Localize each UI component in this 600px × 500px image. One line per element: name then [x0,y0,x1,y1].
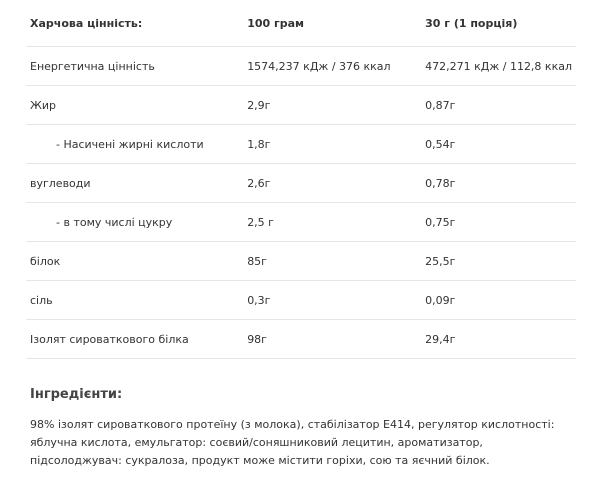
header-row: Харчова цінність: 100 грам 30 г (1 порція) [26,0,576,47]
table-row: Ізолят сироваткового білка 98г 29,4г [26,319,576,359]
ingredients-title: Інгредієнти: [30,387,123,402]
table-row: сіль 0,3г 0,09г [26,280,576,320]
table-cell: 2,5 г [243,202,422,242]
table-row: - Насичені жирні кислоти 1,8г 0,54г [26,124,576,164]
table-cell: - Насичені жирні кислоти [26,124,244,164]
table-row: білок 85г 25,5г [26,241,576,281]
ingredients-text: 98% ізолят сироваткового протеїну (з мол… [30,418,555,467]
table-cell: Енергетична цінність [26,46,244,86]
table-cell: 85г [243,241,422,281]
header-cell: Харчова цінність: [26,0,244,47]
header-cell: 100 грам [243,0,422,47]
table-row: Енергетична цінність 1574,237 кДж / 376 к… [26,46,576,86]
table-cell: 0,87г [421,85,576,125]
table-cell: 1,8г [243,124,422,164]
table-body: Енергетична цінність 1574,237 кДж / 376 к… [26,46,576,359]
nutrition-table: Харчова цінність: 100 грам 30 г (1 порція)… [26,0,576,359]
table-cell: Жир [26,85,244,125]
table-row: вуглеводи 2,6г 0,78г [26,163,576,203]
table-cell: 472,271 кДж / 112,8 ккал [421,46,576,86]
table-cell: 0,54г [421,124,576,164]
table-row: - в тому числі цукру 2,5 г 0,75г [26,202,576,242]
table-cell: 0,3г [243,280,422,320]
table-cell: 2,9г [243,85,422,125]
header-cell: 30 г (1 порція) [421,0,576,47]
table-row: Жир 2,9г 0,87г [26,85,576,125]
table-cell: білок [26,241,244,281]
table-cell: 1574,237 кДж / 376 ккал [243,46,422,86]
content: Харчова цінність: 100 грам 30 г (1 порція)… [26,0,576,470]
table-cell: 25,5г [421,241,576,281]
table-cell: 2,6г [243,163,422,203]
table-cell: Ізолят сироваткового білка [26,319,244,359]
table-cell: 98г [243,319,422,359]
table-cell: - в тому числі цукру [26,202,244,242]
table-cell: 0,78г [421,163,576,203]
table-cell: сіль [26,280,244,320]
table-cell: 0,09г [421,280,576,320]
table-cell: вуглеводи [26,163,244,203]
table-cell: 0,75г [421,202,576,242]
table-cell: 29,4г [421,319,576,359]
